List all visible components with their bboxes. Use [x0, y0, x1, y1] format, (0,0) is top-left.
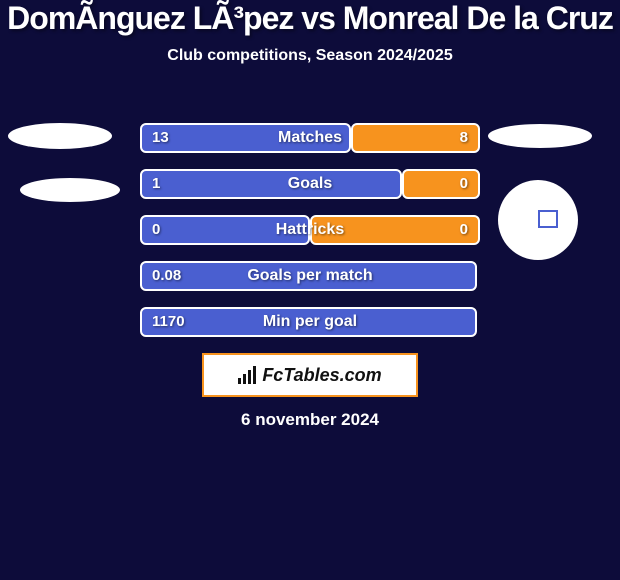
brand-bars-icon [238, 366, 256, 384]
value-right: 0 [460, 169, 468, 199]
value-right: 0 [460, 215, 468, 245]
value-left: 1170 [152, 307, 185, 337]
value-left: 13 [152, 123, 169, 153]
brand-box: FcTables.com [202, 353, 418, 397]
comparison-row: Hattricks0 0 [140, 215, 480, 245]
comparison-row: Matches13 8 [140, 123, 480, 153]
comparison-row: Goals per match0.08 [140, 261, 480, 291]
row-label: Goals per match [140, 261, 480, 291]
value-left: 1 [152, 169, 160, 199]
row-label: Goals [140, 169, 480, 199]
decorative-ellipse [8, 123, 112, 149]
brand-text: FcTables.com [262, 365, 381, 386]
value-left: 0 [152, 215, 160, 245]
page-title: DomÃ­nguez LÃ³pez vs Monreal De la Cruz [0, 0, 620, 37]
circle-inner-box [538, 210, 558, 228]
decorative-circle [498, 180, 578, 260]
row-label: Hattricks [140, 215, 480, 245]
row-label: Matches [140, 123, 480, 153]
comparison-row: Goals1 0 [140, 169, 480, 199]
row-label: Min per goal [140, 307, 480, 337]
decorative-ellipse [488, 124, 592, 148]
value-right: 8 [460, 123, 468, 153]
page-subtitle: Club competitions, Season 2024/2025 [0, 47, 620, 65]
value-left: 0.08 [152, 261, 181, 291]
comparison-rows: Matches138Goals10Hattricks00Goals per ma… [140, 123, 480, 353]
date-label: 6 november 2024 [0, 410, 620, 430]
comparison-row: Min per goal1170 [140, 307, 480, 337]
decorative-ellipse [20, 178, 120, 202]
